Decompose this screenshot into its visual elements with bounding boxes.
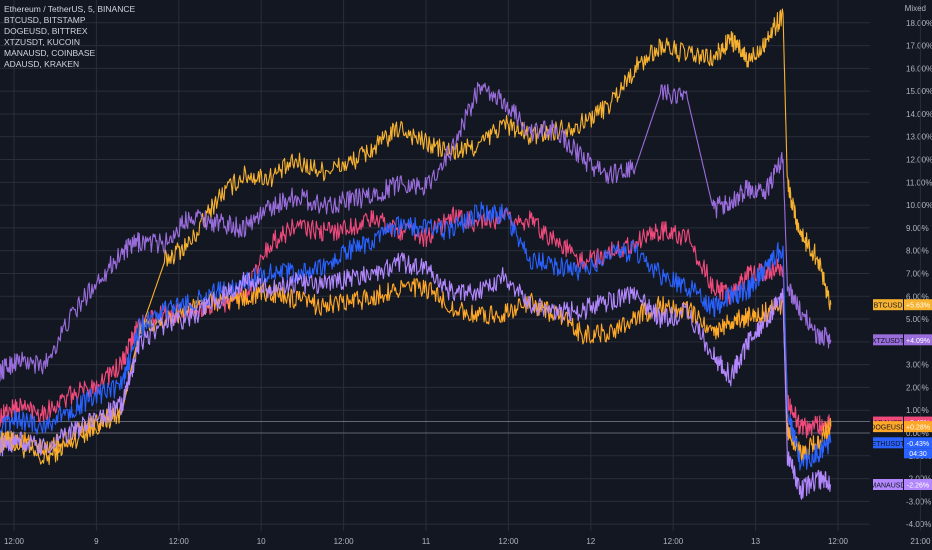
price-tag-value: +0.28% <box>906 425 930 432</box>
series-line-ethusdt[interactable] <box>0 201 832 471</box>
series-line-adausd[interactable] <box>0 206 832 439</box>
price-tag-dogeusd[interactable]: DOGEUSD +0.28% <box>870 421 932 433</box>
y-tick-label: 18.00% <box>906 19 932 28</box>
y-tick-label: 5.00% <box>906 315 929 324</box>
price-tag-xtzusdt[interactable]: XTZUSDT +4.09% <box>872 334 932 346</box>
price-tag-symbol-bg <box>873 421 903 433</box>
y-tick-label: 11.00% <box>906 178 932 187</box>
price-tag-value-bg <box>904 479 932 491</box>
price-tag-symbol-bg <box>873 437 903 449</box>
countdown-label: 04:30 <box>909 451 927 458</box>
legend-symbol-adausd[interactable]: ADAUSD, KRAKEN <box>4 59 80 69</box>
price-tag-value-bg <box>904 334 932 346</box>
y-tick-label: -3.00% <box>906 497 931 506</box>
price-tag-symbol: ETHUSDT <box>871 441 905 448</box>
series-line-xtzusdt[interactable] <box>0 81 832 382</box>
price-tag-btcusd[interactable]: BTCUSD +5.63% <box>873 299 932 311</box>
price-tag-symbol-bg <box>873 334 903 346</box>
x-tick-label: 12:00 <box>334 537 355 546</box>
legend-symbol-btcusd[interactable]: BTCUSD, BITSTAMP <box>4 15 86 25</box>
y-tick-label: 14.00% <box>906 110 932 119</box>
legend-symbol-dogeusd[interactable]: DOGEUSD, BITTREX <box>4 26 88 36</box>
countdown-bg <box>904 448 932 459</box>
legend: Ethereum / TetherUS, 5, BINANCE BTCUSD, … <box>4 4 135 70</box>
price-tag-symbol: MANAUSD <box>870 483 905 490</box>
price-tag-symbol: DOGEUSD <box>870 425 905 432</box>
y-tick-label: 17.00% <box>906 42 932 51</box>
y-tick-label: 13.00% <box>906 133 932 142</box>
price-tag-value: +5.63% <box>906 303 930 310</box>
price-tag-manausd[interactable]: MANAUSD -2.26% <box>870 479 932 491</box>
x-tick-label: 12:00 <box>663 537 684 546</box>
price-tag-ethusdt[interactable]: ETHUSDT -0.43% 04:30 <box>871 437 932 459</box>
y-tick-label: 1.00% <box>906 406 929 415</box>
price-tag-value: -2.26% <box>907 483 929 490</box>
y-tick-label: 10.00% <box>906 201 932 210</box>
y-tick-label: -4.00% <box>906 520 931 529</box>
x-tick-label: 12 <box>586 537 595 546</box>
x-tick-label: 9 <box>94 537 99 546</box>
y-tick-label: 16.00% <box>906 64 932 73</box>
series-line-manausd[interactable] <box>0 252 832 500</box>
y-tick-label: 9.00% <box>906 224 929 233</box>
y-tick-label: 0.00% <box>906 429 929 438</box>
series-line-dogeusd[interactable] <box>0 278 832 462</box>
price-tag-value-bg <box>904 421 932 433</box>
x-tick-label: 12:00 <box>498 537 519 546</box>
x-tick-label: 11 <box>422 537 431 546</box>
legend-symbol-manausd[interactable]: MANAUSD, COINBASE <box>4 48 96 58</box>
scale-mode-label[interactable]: Mixed <box>904 4 926 13</box>
y-tick-label: 2.00% <box>906 383 929 392</box>
price-tag-value-bg <box>904 299 932 311</box>
y-tick-label: 7.00% <box>906 269 929 278</box>
x-tick-label: 21:00 <box>910 537 931 546</box>
price-tag-value: -0.43% <box>907 441 929 448</box>
y-tick-label: 3.00% <box>906 361 929 370</box>
price-tag-symbol: XTZUSDT <box>872 338 905 345</box>
price-tag-value: +4.09% <box>906 338 930 345</box>
y-tick-label: 6.00% <box>906 292 929 301</box>
x-tick-label: 13 <box>751 537 760 546</box>
x-tick-label: 10 <box>257 537 266 546</box>
y-tick-label: 8.00% <box>906 247 929 256</box>
x-tick-label: 12:00 <box>169 537 190 546</box>
price-tag-symbol-bg <box>873 299 903 311</box>
y-tick-label: 12.00% <box>906 156 932 165</box>
legend-main-symbol[interactable]: Ethereum / TetherUS, 5, BINANCE <box>4 4 136 14</box>
price-tag-value-bg <box>904 437 932 449</box>
price-tag-symbol: BTCUSD <box>874 303 903 310</box>
price-tag-symbol-bg <box>873 479 903 491</box>
x-tick-label: 12:00 <box>4 537 25 546</box>
y-tick-label: 15.00% <box>906 87 932 96</box>
legend-symbol-xtzusdt[interactable]: XTZUSDT, KUCOIN <box>4 37 81 47</box>
x-tick-label: 12:00 <box>828 537 849 546</box>
